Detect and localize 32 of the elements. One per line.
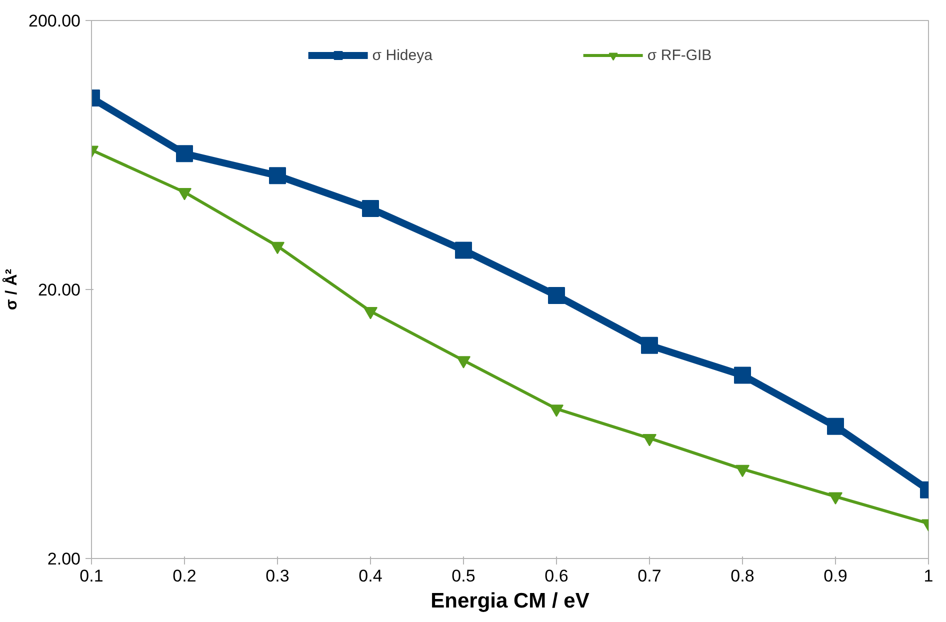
x-tick-label: 0.6	[544, 566, 568, 586]
x-tick-label: 0.2	[172, 566, 196, 586]
point	[362, 200, 379, 218]
point	[176, 145, 193, 162]
y-tick-label: 20.00	[38, 280, 81, 300]
x-tick-label: 0.9	[824, 566, 848, 586]
x-tick-label: 0.8	[730, 566, 754, 586]
x-axis-title: Energia CM / eV	[430, 590, 590, 612]
x-tick-label: 0.4	[358, 566, 382, 586]
point	[269, 167, 286, 184]
point	[734, 366, 751, 384]
x-tick-label: 1	[924, 566, 934, 586]
point	[548, 286, 565, 304]
point	[736, 464, 750, 478]
x-tick-label: 0.7	[638, 566, 662, 586]
legend-label: σ Hideya	[372, 46, 432, 64]
point	[270, 242, 284, 254]
point	[178, 188, 192, 200]
x-tick-label: 0.3	[266, 566, 290, 586]
x-tick-label: 0.5	[452, 566, 476, 586]
point	[641, 336, 658, 354]
y-tick-label: 200.00	[28, 12, 81, 30]
y-tick-label: 2.00	[47, 550, 81, 568]
legend-label: σ RF-GIB	[647, 46, 712, 64]
point	[455, 242, 472, 259]
point	[828, 492, 842, 505]
point	[456, 356, 470, 368]
point	[364, 307, 378, 320]
point	[642, 434, 656, 446]
point	[550, 404, 564, 417]
y-axis-title: σ / Å²	[2, 268, 21, 310]
x-tick-label: 0.1	[80, 566, 104, 586]
